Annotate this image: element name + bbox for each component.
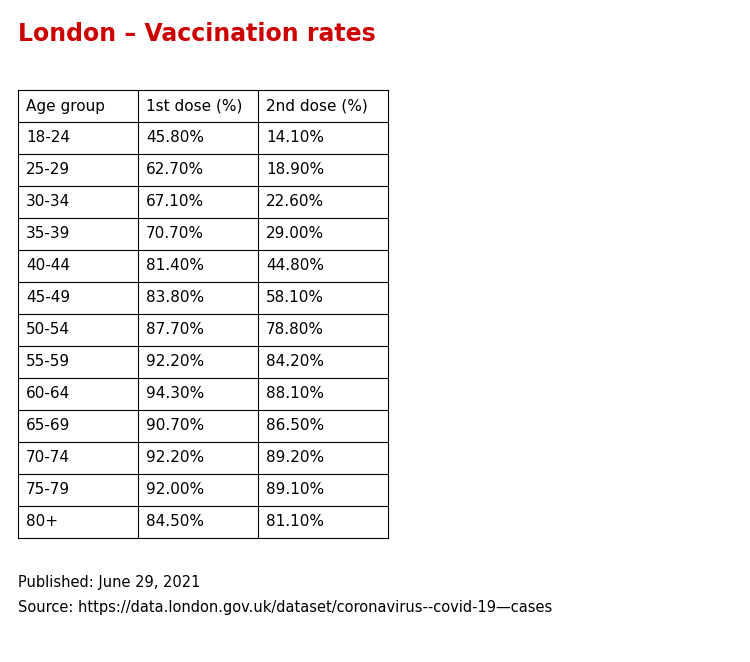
Text: 90.70%: 90.70%	[146, 418, 204, 434]
Text: 80+: 80+	[26, 514, 58, 530]
Text: Age group: Age group	[26, 99, 105, 113]
Text: 60-64: 60-64	[26, 387, 70, 401]
Text: 84.50%: 84.50%	[146, 514, 204, 530]
Text: 67.10%: 67.10%	[146, 195, 204, 209]
Text: 88.10%: 88.10%	[266, 387, 324, 401]
Text: 29.00%: 29.00%	[266, 226, 324, 242]
Text: 75-79: 75-79	[26, 483, 70, 498]
Text: 89.10%: 89.10%	[266, 483, 324, 498]
Text: 1st dose (%): 1st dose (%)	[146, 99, 242, 113]
Text: Source: https://data.london.gov.uk/dataset/coronavirus--covid-19—cases: Source: https://data.london.gov.uk/datas…	[18, 600, 552, 615]
Text: 81.10%: 81.10%	[266, 514, 324, 530]
Text: 55-59: 55-59	[26, 354, 70, 369]
Text: 35-39: 35-39	[26, 226, 70, 242]
Text: 89.20%: 89.20%	[266, 451, 324, 465]
Text: 58.10%: 58.10%	[266, 291, 324, 305]
Text: 92.20%: 92.20%	[146, 451, 204, 465]
Text: 70-74: 70-74	[26, 451, 70, 465]
Text: 14.10%: 14.10%	[266, 130, 324, 146]
Text: 50-54: 50-54	[26, 322, 70, 338]
Text: 25-29: 25-29	[26, 162, 70, 177]
Text: 40-44: 40-44	[26, 258, 70, 273]
Text: 22.60%: 22.60%	[266, 195, 324, 209]
Text: 30-34: 30-34	[26, 195, 70, 209]
Text: 18-24: 18-24	[26, 130, 70, 146]
Text: 83.80%: 83.80%	[146, 291, 204, 305]
Text: 78.80%: 78.80%	[266, 322, 324, 338]
Text: 84.20%: 84.20%	[266, 354, 324, 369]
Text: Published: June 29, 2021: Published: June 29, 2021	[18, 575, 200, 590]
Text: 2nd dose (%): 2nd dose (%)	[266, 99, 368, 113]
Text: 92.00%: 92.00%	[146, 483, 204, 498]
Text: 86.50%: 86.50%	[266, 418, 324, 434]
Text: 94.30%: 94.30%	[146, 387, 204, 401]
Text: 45-49: 45-49	[26, 291, 70, 305]
Text: 44.80%: 44.80%	[266, 258, 324, 273]
Text: 81.40%: 81.40%	[146, 258, 204, 273]
Text: 62.70%: 62.70%	[146, 162, 204, 177]
Text: 92.20%: 92.20%	[146, 354, 204, 369]
Text: 87.70%: 87.70%	[146, 322, 204, 338]
Text: 65-69: 65-69	[26, 418, 70, 434]
Text: 45.80%: 45.80%	[146, 130, 204, 146]
Text: 70.70%: 70.70%	[146, 226, 204, 242]
Text: London – Vaccination rates: London – Vaccination rates	[18, 22, 376, 46]
Text: 18.90%: 18.90%	[266, 162, 324, 177]
